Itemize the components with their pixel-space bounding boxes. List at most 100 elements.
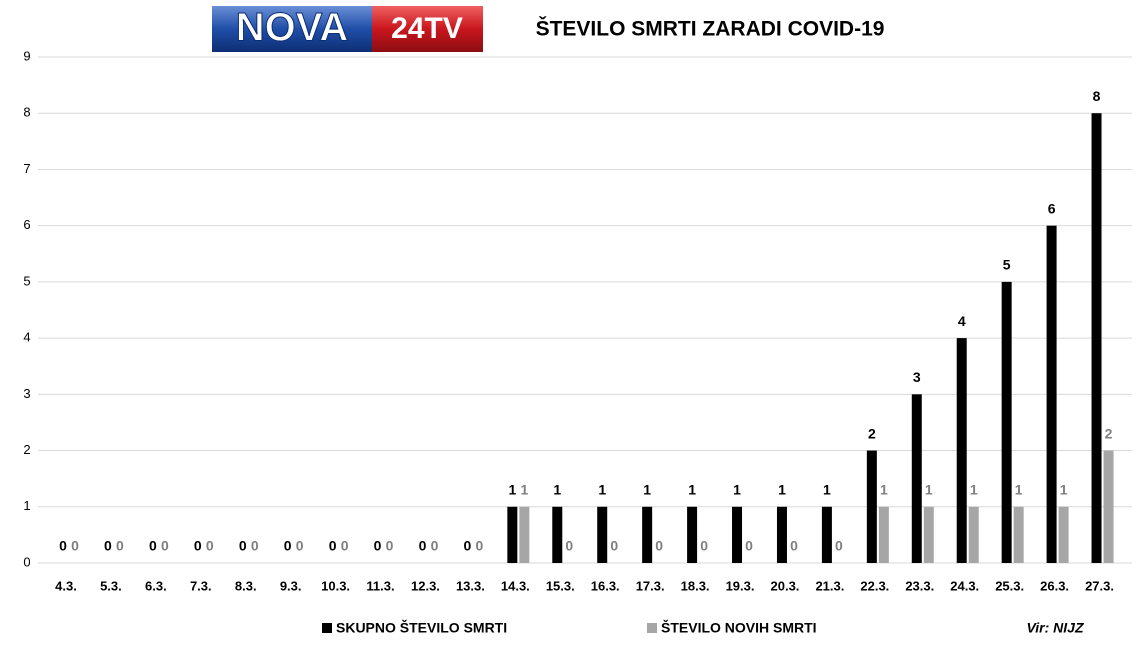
bar [687,506,698,563]
data-label: 0 [610,538,618,554]
data-label: 1 [733,481,741,497]
data-label: 0 [790,538,798,554]
bar [911,394,922,563]
bar [923,506,934,563]
data-label: 6 [1048,200,1056,216]
data-label: 0 [149,538,157,554]
x-tick-label: 9.3. [280,578,302,593]
data-label: 0 [284,538,292,554]
data-label: 1 [688,481,696,497]
x-tick-label: 7.3. [190,578,212,593]
bar [732,506,743,563]
data-label: 0 [431,538,439,554]
x-tick-label: 22.3. [860,578,889,593]
logo-left: NOVA [236,6,349,50]
data-label: 0 [745,538,753,554]
x-tick-label: 27.3. [1085,578,1114,593]
bar [776,506,787,563]
y-tick-label: 2 [23,442,30,457]
data-label: 0 [419,538,427,554]
x-tick-label: 18.3. [681,578,710,593]
bar [1103,450,1114,563]
bar [866,450,877,563]
x-tick-label: 21.3. [815,578,844,593]
logo-right: 24TV [391,12,463,45]
bar [1001,281,1012,563]
y-tick-label: 9 [23,48,30,63]
bar [519,506,530,563]
data-label: 3 [913,369,921,385]
data-label: 1 [823,481,831,497]
data-label: 0 [700,538,708,554]
legend-swatch [322,623,332,633]
x-tick-label: 8.3. [235,578,257,593]
data-label: 0 [59,538,67,554]
bar [1091,113,1102,563]
x-tick-label: 15.3. [546,578,575,593]
source: Vir: NIJZ [1026,620,1083,636]
y-tick-label: 8 [23,105,30,120]
data-label: 0 [239,538,247,554]
y-tick-label: 0 [23,554,30,569]
bar [642,506,653,563]
data-label: 0 [206,538,214,554]
x-tick-label: 20.3. [771,578,800,593]
data-label: 5 [1003,257,1011,273]
y-tick-label: 5 [23,273,30,288]
data-label: 0 [835,538,843,554]
data-label: 0 [104,538,112,554]
x-tick-label: 4.3. [55,578,77,593]
data-label: 0 [71,538,79,554]
data-label: 0 [464,538,472,554]
x-tick-label: 13.3. [456,578,485,593]
data-label: 0 [374,538,382,554]
x-tick-label: 16.3. [591,578,620,593]
data-label: 0 [194,538,202,554]
bar [1046,225,1057,563]
data-label: 1 [520,481,528,497]
data-label: 1 [970,481,978,497]
logo: NOVA 24TV [212,5,483,52]
y-tick-label: 6 [23,217,30,232]
bar [878,506,889,563]
y-tick-label: 3 [23,386,30,401]
data-label: 4 [958,313,966,329]
bar [1058,506,1069,563]
x-tick-label: 14.3. [501,578,530,593]
x-tick-label: 26.3. [1040,578,1069,593]
logo-right-bg [372,6,483,52]
y-tick-label: 1 [23,498,30,513]
logo-left-bg [212,6,372,52]
x-tick-label: 10.3. [321,578,350,593]
data-label: 1 [880,481,888,497]
data-label: 2 [1105,425,1113,441]
bar [968,506,979,563]
bar [956,338,967,563]
x-tick-label: 12.3. [411,578,440,593]
bar [597,506,608,563]
x-tick-label: 6.3. [145,578,167,593]
data-label: 0 [386,538,394,554]
data-label: 0 [655,538,663,554]
chart-title: ŠTEVILO SMRTI ZARADI COVID-19 [536,17,885,41]
data-label: 0 [476,538,484,554]
x-tick-label: 5.3. [100,578,122,593]
bar [1013,506,1024,563]
data-label: 1 [643,481,651,497]
data-label: 0 [565,538,573,554]
bar [507,506,518,563]
data-label: 2 [868,425,876,441]
bar [552,506,563,563]
data-label: 0 [329,538,337,554]
data-label: 1 [925,481,933,497]
x-tick-label: 25.3. [995,578,1024,593]
x-tick-label: 19.3. [726,578,755,593]
data-label: 0 [116,538,124,554]
data-label: 0 [251,538,259,554]
x-tick-label: 23.3. [905,578,934,593]
legend-label: ŠTEVILO NOVIH SMRTI [661,619,817,636]
data-label: 0 [341,538,349,554]
legend-label: SKUPNO ŠTEVILO SMRTI [336,619,507,636]
data-label: 1 [1015,481,1023,497]
